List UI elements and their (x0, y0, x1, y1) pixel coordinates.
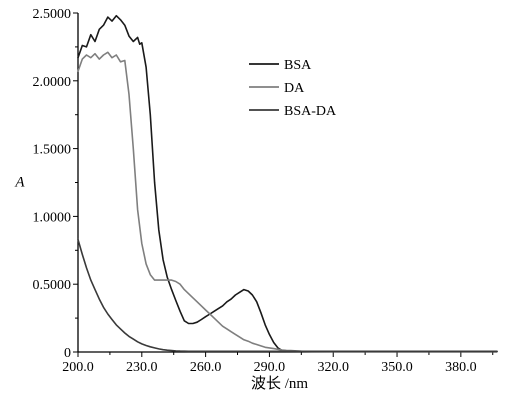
x-tick-label: 290.0 (254, 360, 286, 375)
x-tick-label: 200.0 (62, 360, 94, 375)
y-axis-title: A (14, 175, 25, 191)
x-tick-label: 320.0 (317, 360, 349, 375)
legend-label-da: DA (284, 81, 305, 96)
x-tick-label: 260.0 (190, 360, 222, 375)
axes-layer: 200.0 230.0 260.0 290.0 320.0 350.0 380.0 0 0.50… (33, 7, 497, 375)
series-layer (77, 14, 498, 353)
legend-label-bsa: BSA (284, 58, 312, 73)
y-tick-label: 1.0000 (33, 210, 72, 225)
x-tick-label: 350.0 (381, 360, 413, 375)
series-line-da (77, 51, 498, 353)
y-tick-label: 1.5000 (33, 143, 72, 158)
series-line-bsa-da (77, 238, 498, 353)
y-tick-label: 2.0000 (33, 75, 72, 90)
x-tick-label: 380.0 (445, 360, 477, 375)
x-axis-title: 波长 /nm (251, 375, 308, 392)
legend: BSA DA BSA-DA (249, 58, 337, 119)
y-tick-label: 2.5000 (33, 7, 72, 22)
y-tick-label: 0.5000 (33, 278, 72, 293)
legend-label-bsa-da: BSA-DA (284, 104, 337, 119)
y-tick-label: 0 (64, 346, 71, 361)
x-tick-label: 230.0 (126, 360, 158, 375)
